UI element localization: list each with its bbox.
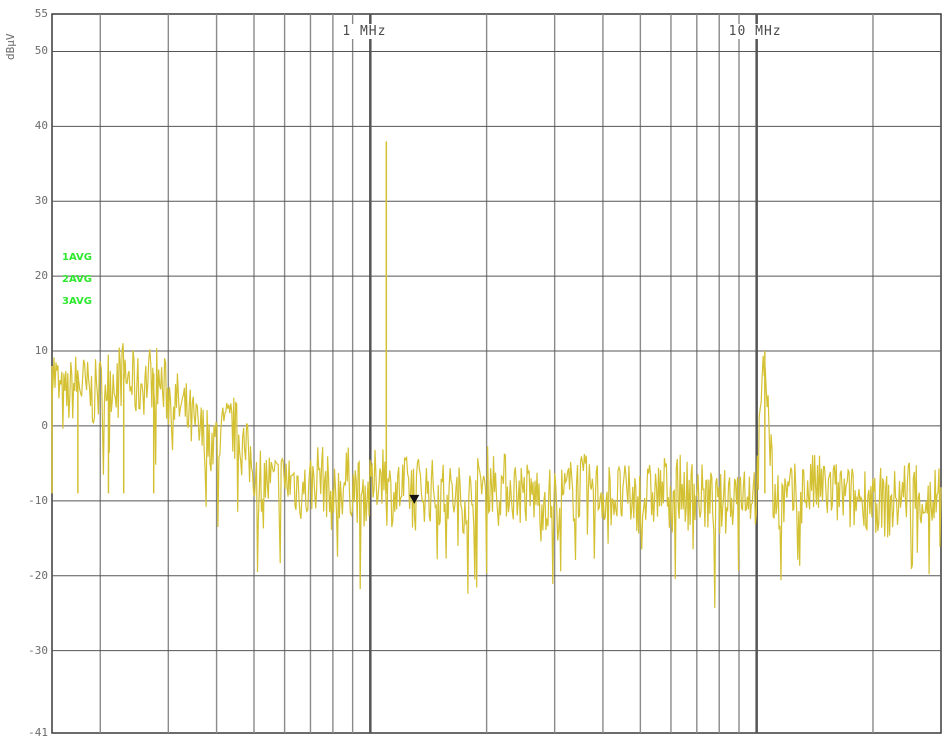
y-tick-label: -10 <box>28 493 48 507</box>
x-frequency-label: 10 MHz <box>726 24 784 39</box>
y-tick-label: 20 <box>34 269 48 283</box>
y-tick-label: 55 <box>34 7 48 20</box>
trace-tag: 3AVG <box>62 296 92 307</box>
y-tick-label: -20 <box>28 568 48 582</box>
x-frequency-label: 1 MHz <box>340 24 389 39</box>
y-tick-label: -30 <box>28 643 48 657</box>
y-tick-label: 10 <box>34 344 48 358</box>
plot-frame <box>51 13 942 734</box>
trace-tag: 1AVG <box>62 252 92 263</box>
marker-icon <box>409 494 420 504</box>
y-axis-title: dBµV <box>4 33 17 61</box>
y-tick-label: 0 <box>41 418 48 432</box>
avg-trace <box>51 343 942 609</box>
y-tick-label: -41 <box>28 726 48 739</box>
y-tick-label: 40 <box>34 119 48 133</box>
trace-tag: 2AVG <box>62 274 92 285</box>
y-tick-label: 50 <box>34 44 48 58</box>
y-tick-label: 30 <box>34 194 48 208</box>
